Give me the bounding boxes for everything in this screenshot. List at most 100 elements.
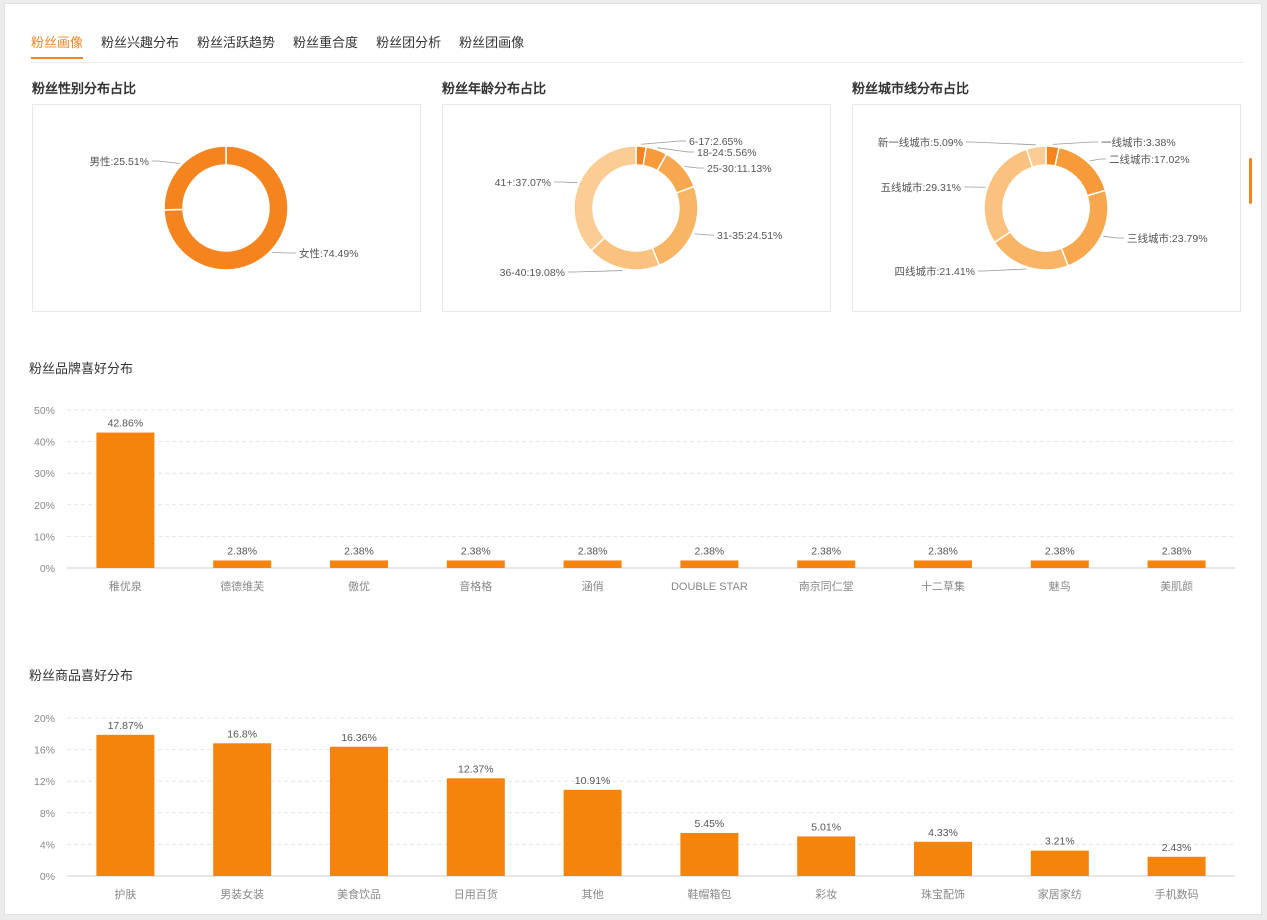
product-bar-2[interactable]	[330, 746, 388, 876]
age-donut-chart: 6-17:2.65% 18-24:5.56% 25-30:11.13% 31-35:2…	[442, 104, 831, 312]
brand-ytick-label-0: 0%	[40, 563, 55, 575]
age-slice-label-2: 25-30:11.13%	[707, 163, 772, 175]
gender-slice-0	[163, 145, 289, 271]
city-slice-5	[1025, 145, 1047, 169]
brand-value-label-7: 2.38%	[928, 545, 958, 557]
brand-category-label-1: 德德维芙	[220, 579, 264, 593]
tab-fan-interest[interactable]: 粉丝兴趣分布	[101, 35, 180, 50]
gender-donut-chart: 女性:74.49% 男性:25.51%	[32, 104, 421, 312]
product-bar-7[interactable]	[914, 841, 972, 876]
city-slice-3	[993, 230, 1070, 271]
product-bar-1[interactable]	[213, 743, 272, 876]
brand-bar-1[interactable]	[213, 560, 272, 568]
product-value-label-7: 4.33%	[928, 827, 958, 839]
tab-fan-overlap[interactable]: 粉丝重合度	[293, 35, 359, 50]
product-value-label-3: 12.37%	[458, 763, 494, 775]
age-leader-line-4	[568, 270, 623, 273]
product-value-label-6: 5.01%	[811, 821, 841, 833]
brand-ytick-label-2: 20%	[34, 500, 55, 512]
brand-bar-8[interactable]	[1030, 560, 1089, 568]
age-slice-5	[573, 145, 637, 252]
city-leader-line-0	[1052, 141, 1098, 145]
gender-slice-1	[163, 145, 227, 211]
age-leader-line-1	[657, 147, 694, 153]
age-slice-label-3: 31-35:24.51%	[717, 230, 782, 242]
product-category-label-8: 家居家纺	[1038, 887, 1082, 901]
product-value-label-4: 10.91%	[575, 775, 611, 787]
brand-ytick-label-1: 10%	[34, 531, 55, 543]
gender-slice-label-0: 女性:74.49%	[299, 247, 359, 260]
brand-category-label-2: 傲优	[348, 579, 370, 593]
brand-bar-5[interactable]	[680, 560, 739, 568]
brand-bar-0[interactable]	[96, 432, 155, 568]
product-bar-4[interactable]	[563, 789, 622, 876]
tab-fan-group-analysis[interactable]: 粉丝团分析	[376, 35, 442, 50]
age-slice-label-1: 18-24:5.56%	[697, 147, 757, 159]
product-value-label-1: 16.8%	[227, 728, 257, 740]
product-category-label-4: 其他	[582, 888, 604, 901]
city-slice-label-4: 五线城市:29.31%	[880, 181, 961, 194]
age-slice-label-4: 36-40:19.08%	[500, 267, 565, 279]
product-ytick-label-3: 12%	[34, 776, 55, 788]
age-leader-line-3	[694, 233, 714, 236]
brand-category-label-8: 魅鸟	[1049, 579, 1071, 593]
brand-value-label-5: 2.38%	[695, 545, 725, 557]
brand-bar-7[interactable]	[914, 560, 972, 568]
city-leader-line-3	[978, 268, 1027, 272]
city-slice-label-1: 二线城市:17.02%	[1109, 153, 1190, 166]
age-leader-line-0	[641, 140, 686, 145]
product-bar-0[interactable]	[96, 734, 155, 876]
product-bar-9[interactable]	[1147, 856, 1206, 876]
product-value-label-2: 16.36%	[341, 732, 377, 744]
brand-category-label-4: 涵俏	[582, 579, 604, 593]
brand-bar-6[interactable]	[797, 560, 856, 568]
product-bar-5[interactable]	[680, 832, 739, 876]
brand-bar-2[interactable]	[330, 560, 388, 568]
brand-value-label-4: 2.38%	[578, 545, 608, 557]
brand-ytick-label-4: 40%	[34, 437, 55, 449]
city-slice-label-3: 四线城市:21.41%	[894, 265, 975, 278]
gender-slice-label-1: 男性:25.51%	[89, 155, 149, 168]
brand-value-label-0: 42.86%	[108, 418, 144, 430]
product-ytick-label-4: 16%	[34, 745, 55, 757]
city-slice-label-2: 三线城市:23.79%	[1127, 232, 1208, 245]
product-value-label-8: 3.21%	[1045, 836, 1075, 848]
product-ytick-label-2: 8%	[40, 808, 55, 820]
fan-profile-card: 粉丝画像 粉丝兴趣分布 粉丝活跃趋势 粉丝重合度 粉丝团分析 粉丝团画像 粉丝性…	[4, 3, 1262, 915]
brand-bar-9[interactable]	[1147, 560, 1206, 568]
tab-fan-profile[interactable]: 粉丝画像	[31, 28, 84, 59]
tab-fan-activity[interactable]: 粉丝活跃趋势	[197, 35, 276, 50]
product-category-label-3: 日用百货	[454, 887, 498, 901]
product-value-label-0: 17.87%	[108, 720, 144, 732]
product-value-label-5: 5.45%	[695, 818, 725, 830]
product-bar-8[interactable]	[1030, 850, 1089, 876]
brand-value-label-6: 2.38%	[811, 545, 841, 557]
tab-fan-group-profile[interactable]: 粉丝团画像	[459, 35, 525, 50]
product-ytick-label-5: 20%	[34, 713, 55, 725]
brand-ytick-label-3: 30%	[34, 468, 55, 480]
product-category-label-1: 男装女装	[220, 887, 264, 901]
brand-category-label-0: 稚优泉	[109, 579, 142, 593]
brand-ytick-label-5: 50%	[34, 405, 55, 417]
product-bar-3[interactable]	[446, 778, 505, 876]
brand-value-label-1: 2.38%	[227, 545, 257, 557]
city-slice-label-0: 一线城市:3.38%	[1101, 136, 1176, 149]
age-leader-line-5	[554, 181, 578, 184]
age-slice-label-5: 41+:37.07%	[495, 177, 551, 189]
brand-value-label-9: 2.38%	[1162, 545, 1192, 557]
age-slice-4	[589, 236, 661, 271]
age-chart-title: 粉丝年龄分布占比	[442, 81, 547, 96]
city-slice-1	[1054, 146, 1107, 197]
city-slice-label-5: 新一线城市:5.09%	[878, 136, 963, 149]
brand-bar-3[interactable]	[446, 560, 505, 568]
product-bar-6[interactable]	[797, 836, 856, 876]
brand-category-label-5: DOUBLE STAR	[671, 581, 748, 593]
product-ytick-label-0: 0%	[40, 871, 55, 883]
product-chart-title: 粉丝商品喜好分布	[29, 668, 134, 683]
brand-bar-4[interactable]	[563, 560, 622, 568]
scrollbar-thumb[interactable]	[1249, 158, 1252, 204]
city-donut-chart: 一线城市:3.38% 二线城市:17.02% 三线城市:23.79% 四线城市:21.…	[852, 104, 1241, 312]
brand-value-label-8: 2.38%	[1045, 545, 1075, 557]
brand-chart-title: 粉丝品牌喜好分布	[29, 361, 134, 376]
brand-category-label-3: 音格格	[459, 579, 492, 593]
